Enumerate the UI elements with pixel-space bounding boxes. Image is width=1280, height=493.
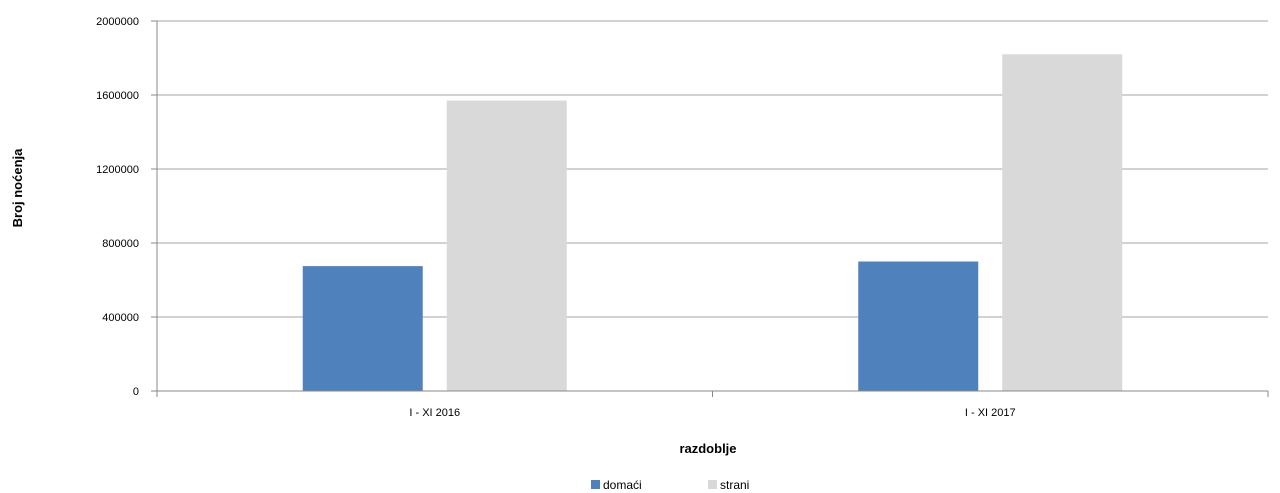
y-tick-label: 1200000 [96,164,139,176]
bar-domaci [858,261,979,391]
axes [151,21,1268,392]
x-axis-title: razdoblje [679,441,736,456]
x-tick-label: I - XI 2017 [965,407,1016,419]
y-tick-label: 400000 [102,312,139,324]
legend-label: domaći [603,478,642,492]
bars [302,54,1123,392]
y-tick-label: 2000000 [96,16,139,28]
bar-domaci [302,266,423,391]
y-tick-label: 800000 [102,238,139,250]
y-tick-label: 0 [133,386,139,398]
legend-label: strani [720,478,749,492]
y-tick-label: 1600000 [96,90,139,102]
y-tick-labels: 0 400000 800000 1200000 1600000 2000000 [96,16,139,398]
legend-swatch [591,480,600,489]
bar-strani [1002,54,1123,392]
x-tick-label: I - XI 2016 [409,407,460,419]
legend-swatch [708,480,717,489]
x-tick-labels: I - XI 2016 I - XI 2017 [156,391,1269,419]
y-axis-title: Broj noćenja [10,148,25,228]
bar-strani [446,100,567,392]
legend: domaći strani [591,478,749,492]
